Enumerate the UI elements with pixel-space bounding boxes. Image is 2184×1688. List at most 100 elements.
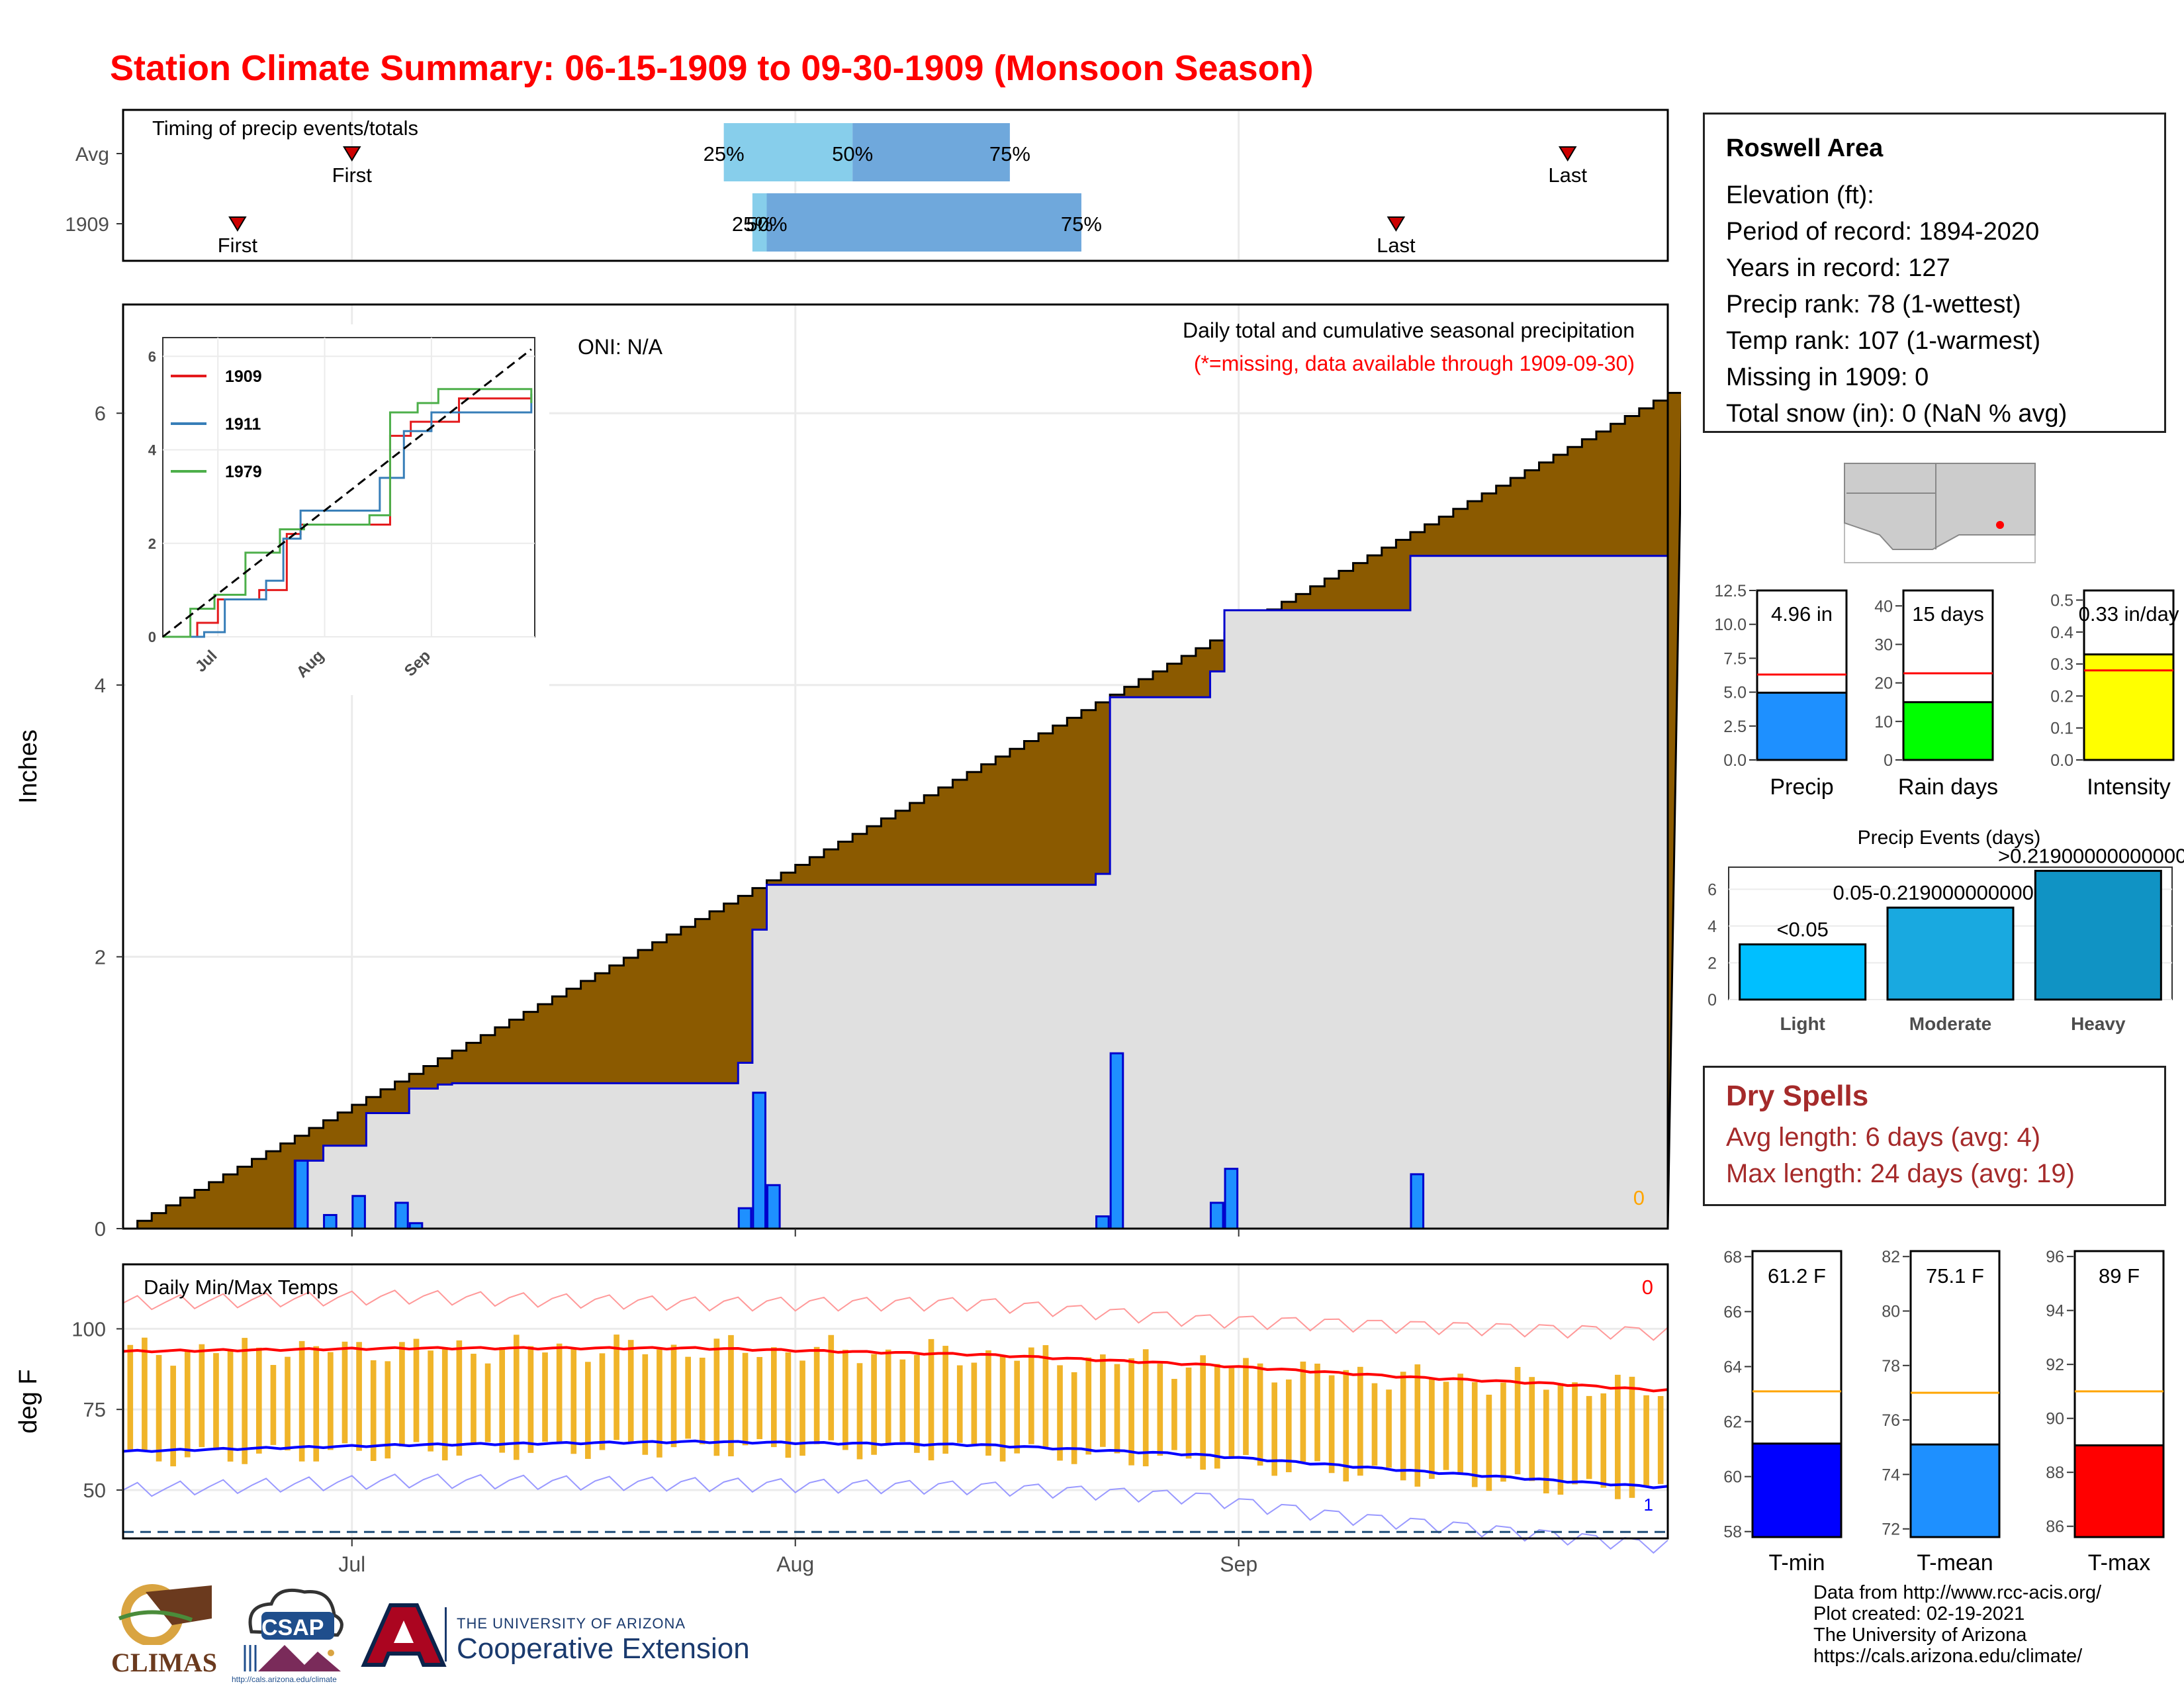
inset-legend-label: 1911 — [225, 415, 261, 434]
info-missing: Missing in 1909: 0 — [1726, 363, 1929, 391]
precip-frame — [122, 303, 1669, 1230]
temp-plot-bg — [123, 1264, 1668, 1538]
events-x-tick-label: Moderate — [1909, 1013, 1991, 1034]
temp-record-min-line — [122, 1473, 1668, 1554]
summary-y-tick-label: 0.1 — [2050, 720, 2073, 738]
tsummary-y-tick-label: 64 — [1723, 1358, 1742, 1376]
temp-daily-bar — [1371, 1383, 1378, 1466]
timing-p50-label: 50% — [832, 142, 873, 165]
temp-daily-bar — [999, 1356, 1006, 1462]
precip-y-tick-label: 0 — [95, 1217, 106, 1241]
temp-daily-bar — [642, 1354, 649, 1455]
temp-daily-bar — [413, 1338, 420, 1442]
summary-y-tick-label: 5.0 — [1723, 684, 1747, 702]
inset-frame — [162, 337, 535, 637]
summary-y-tick-label: 10.0 — [1714, 616, 1747, 634]
precip-title: Daily total and cumulative seasonal prec… — [1183, 318, 1635, 342]
events-y-tick-label: 0 — [1707, 991, 1717, 1009]
timing-first-marker — [343, 146, 361, 162]
info-snow: Total snow (in): 0 (NaN % avg) — [1726, 400, 2068, 428]
temp-daily-bar — [227, 1350, 234, 1462]
temp-daily-bar — [428, 1350, 433, 1452]
inset-series-line — [163, 388, 533, 638]
tsummary-y-tick-label: 96 — [2046, 1248, 2064, 1266]
temp-daily-bar — [1386, 1389, 1392, 1468]
summary-y-tick-label: 20 — [1874, 675, 1893, 693]
events-bar-label: 0.05-0.219000000000001 — [1833, 881, 2068, 904]
temp-daily-bar — [1100, 1354, 1106, 1447]
temp-daily-bar — [199, 1344, 205, 1448]
temp-y-tick-label: 50 — [83, 1479, 106, 1502]
timing-row-label: Avg — [75, 144, 109, 165]
temp-daily-bar — [1400, 1372, 1406, 1481]
info-period: Period of record: 1894-2020 — [1726, 218, 2040, 246]
tsummary-y-tick-label: 94 — [2046, 1302, 2064, 1321]
temp-y-axis-label: deg F — [15, 1369, 42, 1433]
temp-daily-bar — [1500, 1382, 1506, 1482]
temp-daily-bar — [856, 1363, 863, 1460]
tsummary-value-bar — [1751, 1442, 1843, 1538]
tsummary-y-tick-label: 74 — [1882, 1466, 1900, 1484]
temp-daily-bar — [242, 1338, 248, 1464]
temp-daily-bar — [1586, 1395, 1592, 1479]
inset-y-tick-label: 0 — [148, 629, 156, 645]
summary-value-bar — [1902, 701, 1994, 761]
temp-daily-bar — [170, 1366, 176, 1467]
credits: Data from http://www.rcc-acis.org/ Plot … — [1813, 1582, 2101, 1667]
dry-spells-box: Dry Spells Avg length: 6 days (avg: 4) M… — [1703, 1066, 2166, 1206]
temp-avg-max-line — [122, 1346, 1668, 1393]
temp-daily-bar — [1343, 1370, 1349, 1481]
events-bar-label: >0.219000000000001 — [1998, 845, 2184, 868]
info-elevation: Elevation (ft): — [1726, 181, 1874, 209]
temp-daily-bar — [184, 1352, 191, 1458]
precip-y-axis-label: Inches — [15, 729, 42, 804]
temp-daily-bar — [871, 1354, 877, 1455]
tsummary-y-tick-label: 80 — [1882, 1303, 1900, 1321]
events-bar — [1886, 906, 2015, 1001]
temp-daily-bar — [1543, 1389, 1549, 1494]
temp-daily-bar — [499, 1347, 506, 1453]
page-title: Station Climate Summary: 06-15-1909 to 0… — [110, 48, 1314, 88]
temp-daily-bar — [399, 1342, 405, 1447]
temp-daily-bar — [1285, 1379, 1292, 1473]
temp-daily-bar — [1514, 1367, 1521, 1475]
temp-daily-bar — [1243, 1358, 1249, 1456]
ua-name: THE UNIVERSITY OF ARIZONA — [457, 1615, 686, 1632]
summary-panel-label: Rain days — [1898, 774, 1998, 800]
tsummary-value-label: 89 F — [2099, 1264, 2140, 1288]
inset-y-tick-label: 4 — [148, 442, 157, 459]
station-name: Roswell Area — [1726, 134, 1884, 162]
precip-subtitle: (*=missing, data available through 1909-… — [1194, 352, 1635, 375]
temp-daily-bar — [570, 1348, 577, 1454]
events-y-tick-label: 4 — [1707, 917, 1717, 936]
csap-logo-text: CSAP — [261, 1615, 324, 1640]
summary-y-tick-label: 0.2 — [2050, 687, 2073, 706]
temp-daily-bar — [670, 1344, 677, 1448]
timing-iqr-high — [852, 123, 1010, 181]
csap-logo-url: http://cals.arizona.edu/climate — [232, 1675, 337, 1684]
temp-daily-bar — [1028, 1347, 1034, 1444]
temp-daily-bar — [685, 1356, 691, 1439]
temp-daily-bar — [1328, 1375, 1335, 1474]
timing-last-label: Last — [1377, 234, 1416, 257]
temp-daily-bar — [1300, 1361, 1306, 1462]
timing-p50-label: 50% — [746, 212, 787, 236]
temp-daily-bar — [985, 1350, 991, 1456]
inset-avg-line — [162, 348, 532, 638]
events-bar — [2034, 870, 2162, 1001]
timing-first-label: First — [332, 164, 373, 187]
tsummary-y-tick-label: 82 — [1882, 1248, 1900, 1266]
inset-series-line — [163, 393, 533, 638]
timing-p25-label: 25% — [704, 142, 745, 165]
info-precip-rank: Precip rank: 78 (1-wettest) — [1726, 291, 2021, 318]
temp-daily-bar — [1157, 1364, 1163, 1456]
summary-y-tick-label: 10 — [1874, 713, 1893, 731]
temp-corner-bottom: 1 — [1644, 1495, 1653, 1515]
temp-daily-bar — [1471, 1382, 1478, 1487]
tsummary-value-label: 75.1 F — [1926, 1264, 1984, 1288]
timing-last-marker — [1558, 146, 1577, 162]
summary-y-tick-label: 7.5 — [1723, 649, 1747, 668]
temp-daily-bar — [585, 1362, 591, 1459]
temp-daily-bar — [513, 1335, 520, 1460]
tsummary-y-tick-label: 66 — [1723, 1303, 1742, 1321]
